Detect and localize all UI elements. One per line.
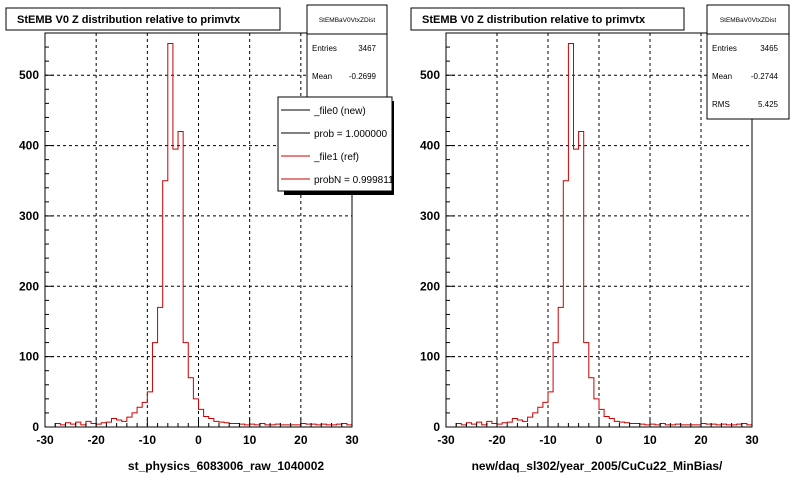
y-tick-label: 100	[19, 350, 39, 364]
stats-box: StEMBaV0VtxZDist Entries 3465 Mean -0.27…	[706, 4, 790, 120]
x-tick-label: -20	[488, 433, 506, 447]
y-tick-label: 400	[420, 139, 440, 153]
x-tick-label: 10	[243, 433, 257, 447]
x-tick-label: -30	[437, 433, 455, 447]
chart-title: StEMB V0 Z distribution relative to prim…	[422, 14, 646, 26]
title-box	[410, 7, 685, 31]
x-axis-label: new/daq_sl302/year_2005/CuCu22_MinBias/	[472, 459, 723, 473]
stats-rms-value: 5.425	[758, 100, 779, 109]
legend-label: prob = 1.000000	[314, 129, 388, 140]
x-tick-label: -30	[36, 433, 54, 447]
y-tick-label: 300	[19, 209, 39, 223]
chart-title: StEMB V0 Z distribution relative to prim…	[17, 14, 241, 26]
y-tick-label: 500	[420, 68, 440, 82]
stats-entries-value: 3467	[358, 44, 376, 53]
x-tick-label: -10	[139, 433, 157, 447]
grid-lines	[446, 33, 752, 427]
legend-label: _file0 (new)	[313, 106, 366, 117]
title-box	[5, 7, 281, 31]
legend-label: _file1 (ref)	[313, 152, 359, 163]
y-tick-label: 100	[420, 350, 440, 364]
x-tick-label: 0	[195, 433, 202, 447]
y-tick-label: 0	[32, 420, 39, 434]
x-tick-label: 10	[643, 433, 657, 447]
legend-label: probN = 0.999811	[314, 175, 394, 186]
y-tick-label: 300	[420, 209, 440, 223]
stats-mean-value: -0.2744	[751, 72, 779, 81]
x-tick-label: 20	[294, 433, 308, 447]
y-tick-label: 400	[19, 139, 39, 153]
x-tick-label: 30	[345, 433, 359, 447]
stats-rms-label: RMS	[712, 100, 730, 109]
x-tick-label: 30	[745, 433, 759, 447]
plot-frame	[445, 32, 753, 428]
x-tick-label: 0	[596, 433, 603, 447]
plot-frame	[44, 32, 353, 428]
stats-mean-label: Mean	[312, 72, 332, 81]
stats-mean-label: Mean	[712, 72, 732, 81]
y-tick-label: 0	[433, 420, 440, 434]
y-tick-label: 200	[420, 279, 440, 293]
y-tick-label: 500	[19, 68, 39, 82]
y-tick-label: 200	[19, 279, 39, 293]
stats-mean-value: -0.2699	[349, 72, 377, 81]
x-tick-label: -20	[87, 433, 105, 447]
x-axis-label: st_physics_6083006_raw_1040002	[128, 459, 324, 473]
x-tick-label: -10	[539, 433, 557, 447]
stats-entries-label: Entries	[312, 44, 337, 53]
stats-entries-label: Entries	[712, 44, 737, 53]
x-tick-label: 20	[694, 433, 708, 447]
stats-title: StEMBaV0VtxZDist	[720, 17, 777, 24]
stats-entries-value: 3465	[760, 44, 778, 53]
stats-title: StEMBaV0VtxZDist	[319, 17, 376, 24]
legend: _file0 (new) prob = 1.000000 _file1 (ref) p…	[277, 96, 394, 195]
